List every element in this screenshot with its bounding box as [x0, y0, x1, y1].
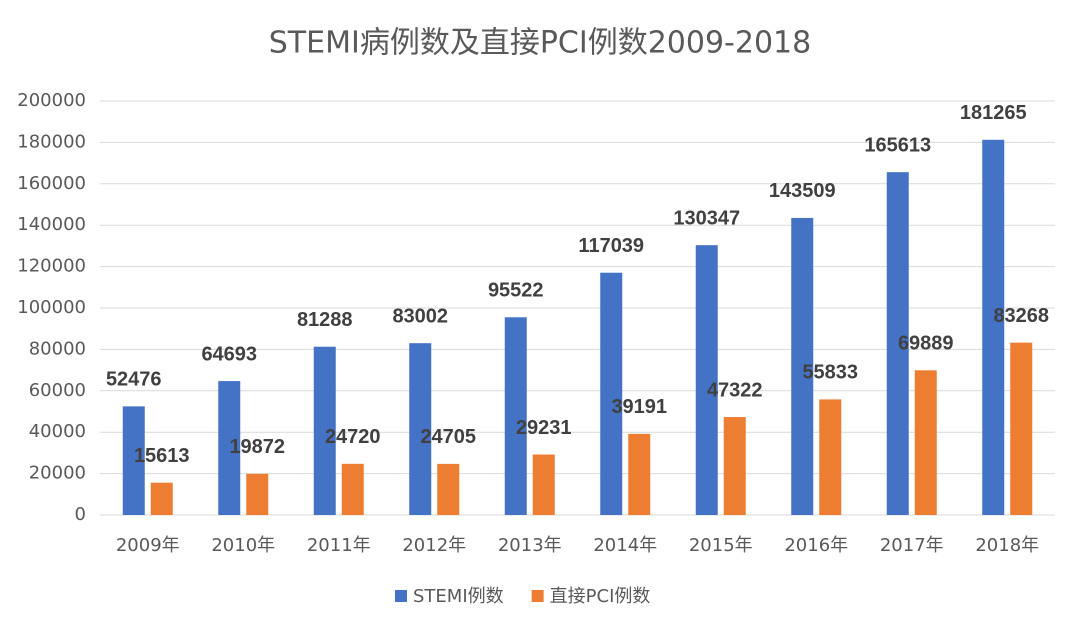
x-tick-label: 2014年 [593, 535, 657, 556]
x-tick-label: 2017年 [880, 535, 944, 556]
bar [218, 381, 241, 515]
bar [791, 217, 814, 515]
data-label: 19872 [229, 436, 285, 458]
data-label: 69889 [898, 333, 954, 355]
data-label: 117039 [578, 235, 644, 257]
bar [150, 482, 173, 515]
data-label: 181265 [960, 102, 1027, 124]
bar [409, 343, 432, 515]
bar [341, 463, 364, 515]
x-tick-label: 2010年 [211, 535, 275, 556]
legend-swatch [395, 590, 407, 602]
data-label: 130347 [673, 207, 740, 229]
data-label: 83002 [392, 305, 448, 327]
bar [723, 417, 746, 515]
legend-swatch [531, 590, 544, 602]
data-label: 29231 [516, 417, 572, 439]
x-tick-label: 2012年 [402, 535, 466, 556]
bar [246, 473, 269, 515]
data-label: 81288 [297, 309, 353, 331]
y-tick-label: 60000 [29, 380, 86, 401]
data-label: 15613 [134, 445, 190, 467]
x-tick-label: 2015年 [689, 535, 753, 556]
x-tick-label: 2011年 [307, 535, 371, 556]
data-label: 165613 [864, 134, 931, 156]
data-label: 143509 [769, 180, 836, 202]
data-label: 52476 [106, 369, 162, 391]
bar [437, 463, 460, 515]
chart-title: STEMI病例数及直接PCI例数2009-2018 [269, 26, 811, 61]
x-tick-label: 2009年 [116, 535, 180, 556]
bar [600, 272, 623, 515]
y-tick-label: 140000 [17, 214, 86, 235]
y-tick-label: 40000 [29, 421, 86, 442]
y-tick-label: 0 [75, 504, 86, 525]
y-tick-label: 100000 [17, 297, 86, 318]
y-tick-label: 80000 [29, 338, 86, 359]
data-label: 95522 [488, 280, 544, 302]
bar [695, 245, 718, 516]
data-label: 47322 [707, 379, 763, 401]
x-tick-label: 2018年 [975, 535, 1039, 556]
bar [122, 406, 145, 515]
bar [1010, 342, 1033, 515]
bar [914, 370, 937, 515]
legend-label: STEMI例数 [413, 586, 504, 607]
bar [982, 139, 1005, 516]
bar [313, 346, 336, 515]
y-tick-label: 160000 [17, 173, 86, 194]
data-label: 24720 [325, 426, 381, 448]
data-label: 55833 [802, 362, 858, 384]
legend-label: 直接PCI例数 [550, 586, 651, 607]
bar [532, 454, 555, 515]
y-tick-label: 180000 [17, 131, 86, 152]
data-label: 64693 [201, 343, 257, 365]
bar [628, 433, 651, 515]
y-tick-label: 20000 [29, 463, 86, 484]
y-tick-label: 120000 [17, 256, 86, 277]
data-label: 83268 [993, 305, 1049, 327]
data-label: 24705 [420, 426, 476, 448]
x-tick-label: 2016年 [784, 535, 848, 556]
x-tick-label: 2013年 [498, 535, 562, 556]
bar [819, 399, 842, 515]
y-tick-label: 200000 [17, 90, 86, 111]
data-label: 39191 [611, 396, 667, 418]
bar [886, 172, 909, 515]
bar [504, 317, 527, 515]
